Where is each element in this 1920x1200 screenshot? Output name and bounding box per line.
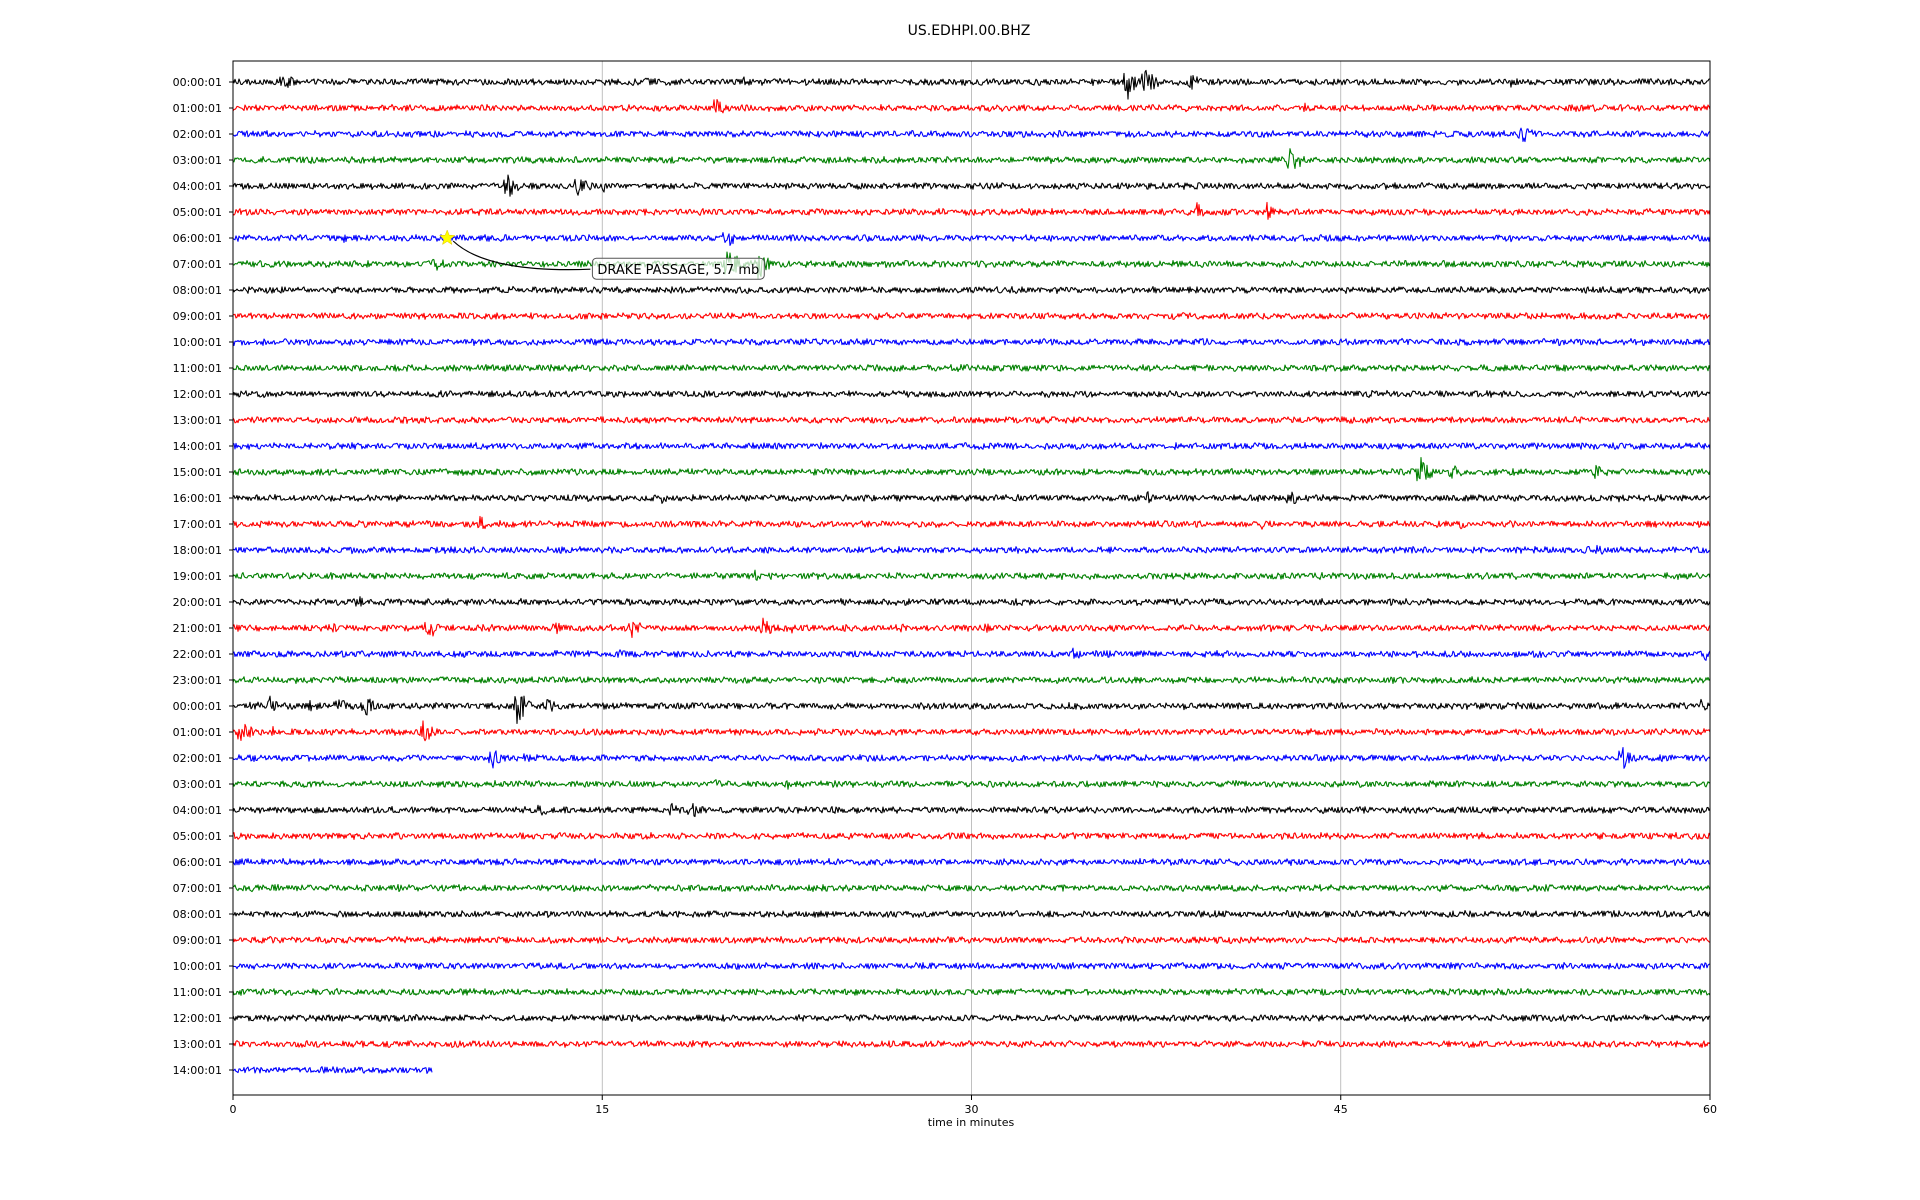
trace-row	[232, 232, 1711, 246]
trace-row	[232, 201, 1711, 220]
trace-row	[232, 1013, 1711, 1023]
row-label: 07:00:01	[173, 882, 222, 895]
trace-row	[232, 747, 1711, 769]
row-label: 21:00:01	[173, 622, 222, 635]
row-label: 00:00:01	[173, 700, 222, 713]
row-label: 14:00:01	[173, 1064, 222, 1077]
row-labels: 00:00:01 01:00:01 02:00:01 03:00:01 04:00:01…	[173, 76, 233, 1077]
row-label: 09:00:01	[173, 310, 222, 323]
row-label: 01:00:01	[173, 102, 222, 115]
row-label: 11:00:01	[173, 986, 222, 999]
x-tick-label: 0	[230, 1103, 237, 1116]
trace-row	[232, 857, 1711, 867]
trace-row	[232, 544, 1711, 555]
row-label: 18:00:01	[173, 544, 222, 557]
annotation-box	[591, 257, 765, 280]
trace-row	[232, 389, 1711, 399]
row-label: 20:00:01	[173, 596, 222, 609]
trace-row	[232, 647, 1711, 661]
x-axis-ticks: 0 15 30 45 60	[230, 1095, 1717, 1116]
trace-row	[232, 617, 1711, 639]
row-label: 12:00:01	[173, 1012, 222, 1025]
row-label: 17:00:01	[173, 518, 222, 531]
trace-row	[232, 883, 1711, 893]
annotation-label: DRAKE PASSAGE, 5.7 mb	[597, 263, 759, 278]
row-label: 22:00:01	[173, 648, 222, 661]
trace-row	[232, 127, 1711, 143]
trace-row	[232, 416, 1711, 424]
trace-row	[232, 695, 1711, 725]
row-label: 07:00:01	[173, 258, 222, 271]
grid-layer	[601, 61, 1342, 1095]
row-label: 11:00:01	[173, 362, 222, 375]
event-star-marker	[438, 229, 456, 246]
trace-row	[232, 1066, 433, 1074]
row-label: 05:00:01	[173, 830, 222, 843]
row-label: 04:00:01	[173, 804, 222, 817]
trace-row	[232, 515, 1711, 530]
trace-row	[232, 596, 1711, 607]
trace-row	[232, 802, 1711, 818]
trace-row	[232, 831, 1711, 841]
trace-row	[232, 987, 1711, 996]
trace-row	[232, 251, 1711, 280]
trace-row	[232, 569, 1711, 581]
trace-row	[232, 962, 1711, 970]
trace-row	[232, 720, 1711, 742]
annotation-arrow	[452, 240, 591, 271]
trace-row	[232, 909, 1711, 918]
trace-row	[232, 98, 1711, 114]
trace-row	[232, 1040, 1711, 1049]
row-label: 12:00:01	[173, 388, 222, 401]
traces-layer	[232, 69, 1711, 1074]
chart-title: US.EDHPI.00.BHZ	[908, 23, 1031, 39]
row-label: 16:00:01	[173, 492, 222, 505]
trace-row	[232, 491, 1711, 505]
trace-row	[232, 337, 1711, 347]
row-label: 03:00:01	[173, 778, 222, 791]
trace-row	[232, 779, 1711, 790]
row-label: 01:00:01	[173, 726, 222, 739]
x-tick-label: 15	[595, 1103, 609, 1116]
row-label: 10:00:01	[173, 336, 222, 349]
x-tick-label: 60	[1703, 1103, 1717, 1116]
row-label: 02:00:01	[173, 128, 222, 141]
row-label: 06:00:01	[173, 856, 222, 869]
row-label: 15:00:01	[173, 466, 222, 479]
event-annotation: DRAKE PASSAGE, 5.7 mb	[438, 229, 765, 280]
row-label: 08:00:01	[173, 908, 222, 921]
row-label: 13:00:01	[173, 1038, 222, 1051]
row-label: 23:00:01	[173, 674, 222, 687]
row-label: 06:00:01	[173, 232, 222, 245]
x-tick-label: 30	[965, 1103, 979, 1116]
row-label: 04:00:01	[173, 180, 222, 193]
row-label: 05:00:01	[173, 206, 222, 219]
row-label: 02:00:01	[173, 752, 222, 765]
trace-row	[232, 442, 1711, 451]
row-label: 09:00:01	[173, 934, 222, 947]
trace-row	[232, 285, 1711, 295]
row-label: 08:00:01	[173, 284, 222, 297]
trace-row	[232, 935, 1711, 945]
row-label: 19:00:01	[173, 570, 222, 583]
row-label: 13:00:01	[173, 414, 222, 427]
row-label: 00:00:01	[173, 76, 222, 89]
row-label: 10:00:01	[173, 960, 222, 973]
trace-row	[232, 312, 1711, 321]
x-axis-label: time in minutes	[928, 1116, 1015, 1129]
trace-row	[232, 456, 1711, 482]
row-label: 14:00:01	[173, 440, 222, 453]
x-tick-label: 45	[1334, 1103, 1348, 1116]
trace-row	[232, 148, 1711, 170]
trace-row	[232, 676, 1711, 685]
row-label: 03:00:01	[173, 154, 222, 167]
trace-row	[232, 174, 1711, 197]
trace-row	[232, 363, 1711, 373]
trace-row	[232, 69, 1710, 100]
